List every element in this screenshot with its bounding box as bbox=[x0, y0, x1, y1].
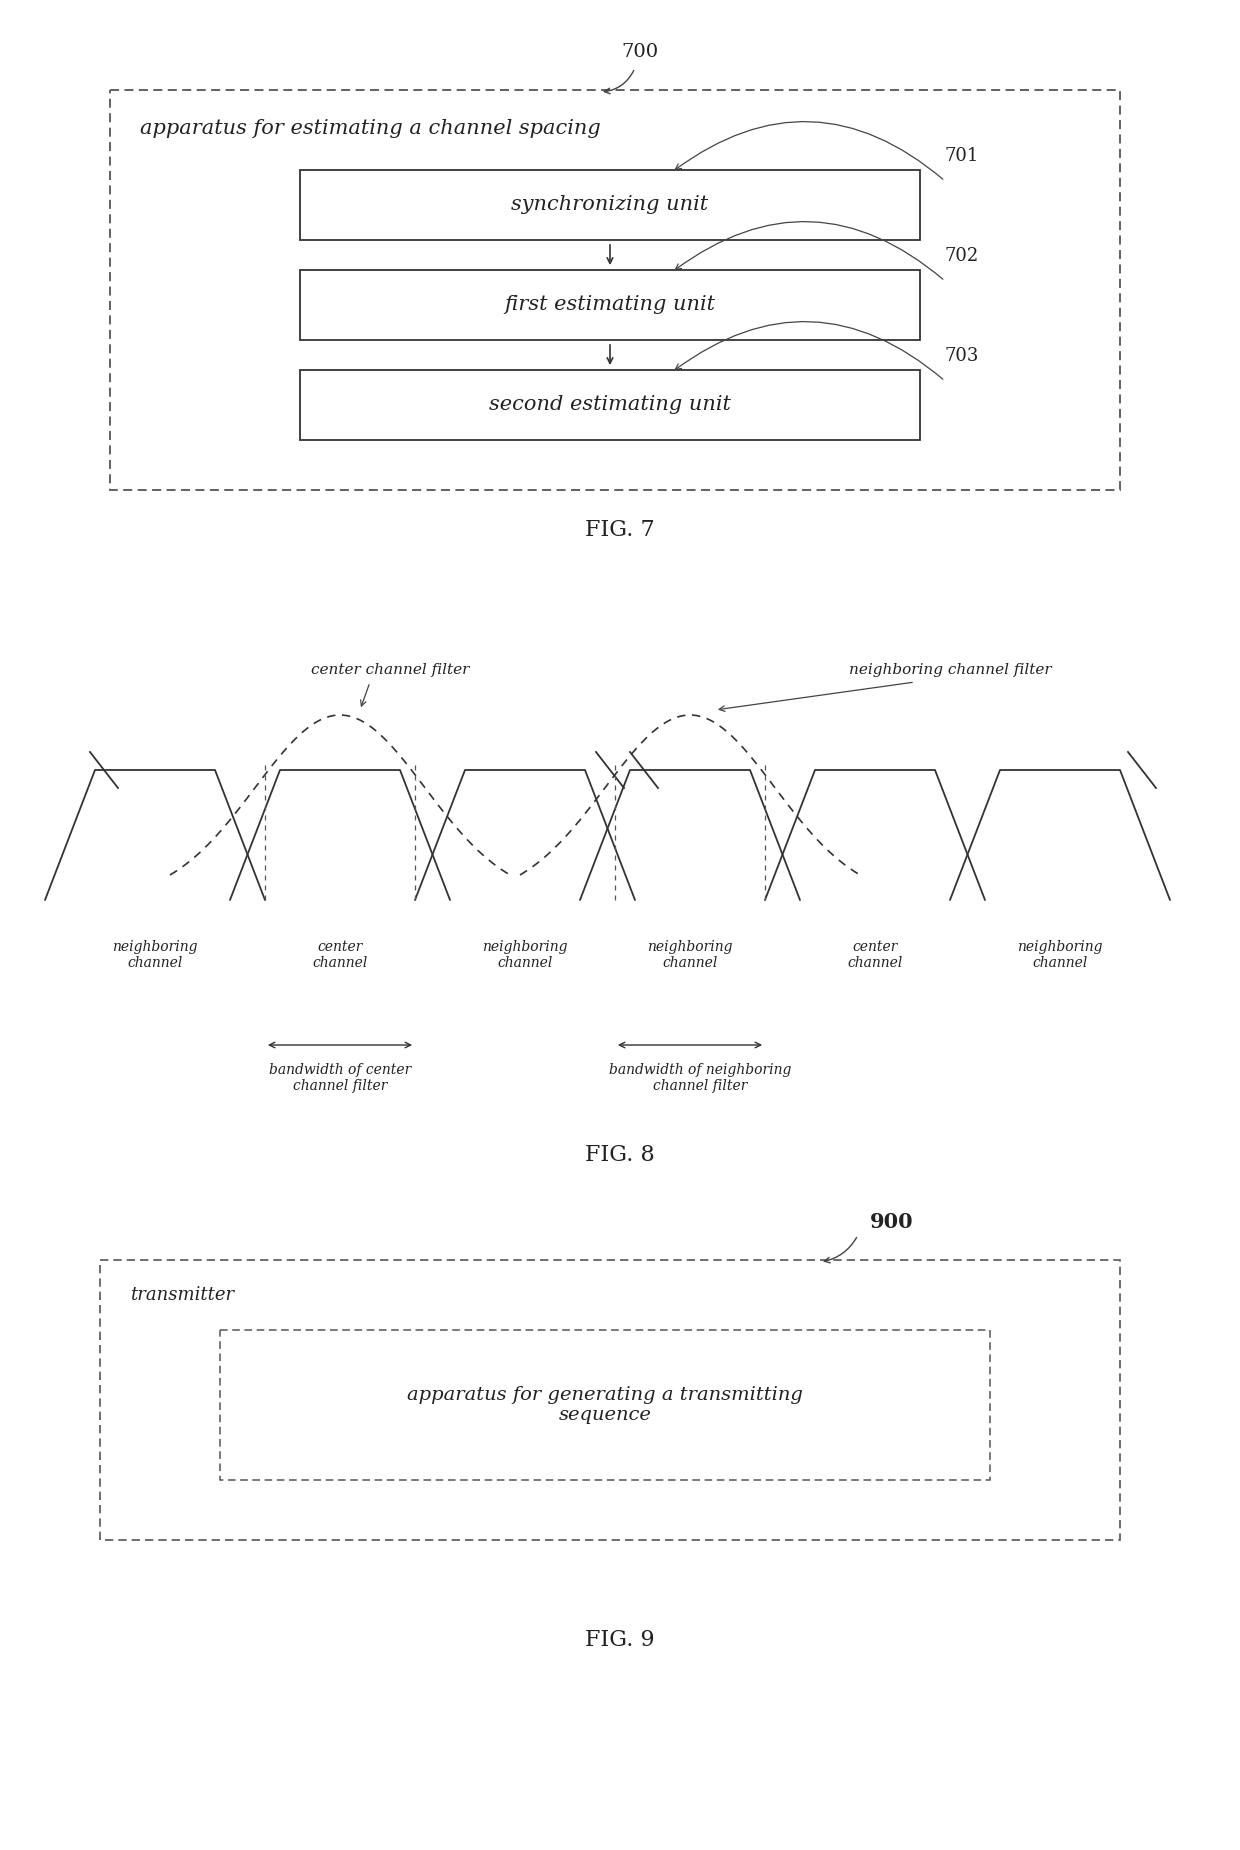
Text: 700: 700 bbox=[621, 43, 658, 61]
Text: bandwidth of center
channel filter: bandwidth of center channel filter bbox=[269, 1064, 412, 1093]
Bar bbox=[300, 270, 920, 340]
Text: neighboring
channel: neighboring channel bbox=[647, 940, 733, 969]
Text: neighboring
channel: neighboring channel bbox=[1017, 940, 1102, 969]
Text: FIG. 9: FIG. 9 bbox=[585, 1630, 655, 1650]
Text: 702: 702 bbox=[945, 248, 980, 265]
Text: neighboring
channel: neighboring channel bbox=[482, 940, 568, 969]
Bar bbox=[110, 91, 1120, 490]
Bar bbox=[300, 170, 920, 240]
Text: FIG. 8: FIG. 8 bbox=[585, 1143, 655, 1166]
Bar bbox=[100, 1260, 1120, 1539]
Text: first estimating unit: first estimating unit bbox=[505, 296, 715, 314]
Bar bbox=[300, 370, 920, 440]
Text: neighboring
channel: neighboring channel bbox=[113, 940, 197, 969]
Text: neighboring channel filter: neighboring channel filter bbox=[848, 662, 1052, 677]
Text: second estimating unit: second estimating unit bbox=[489, 396, 730, 414]
Text: 703: 703 bbox=[945, 348, 980, 364]
Text: apparatus for generating a transmitting
sequence: apparatus for generating a transmitting … bbox=[407, 1386, 804, 1425]
Text: apparatus for estimating a channel spacing: apparatus for estimating a channel spaci… bbox=[140, 118, 600, 137]
Text: synchronizing unit: synchronizing unit bbox=[511, 196, 708, 215]
Text: transmitter: transmitter bbox=[130, 1286, 234, 1304]
Text: FIG. 7: FIG. 7 bbox=[585, 520, 655, 540]
Bar bbox=[219, 1330, 990, 1480]
Text: 701: 701 bbox=[945, 146, 980, 165]
Text: center
channel: center channel bbox=[312, 940, 368, 969]
Text: bandwidth of neighboring
channel filter: bandwidth of neighboring channel filter bbox=[609, 1064, 791, 1093]
Text: center
channel: center channel bbox=[847, 940, 903, 969]
Text: 900: 900 bbox=[870, 1212, 914, 1232]
Text: center channel filter: center channel filter bbox=[311, 662, 469, 677]
